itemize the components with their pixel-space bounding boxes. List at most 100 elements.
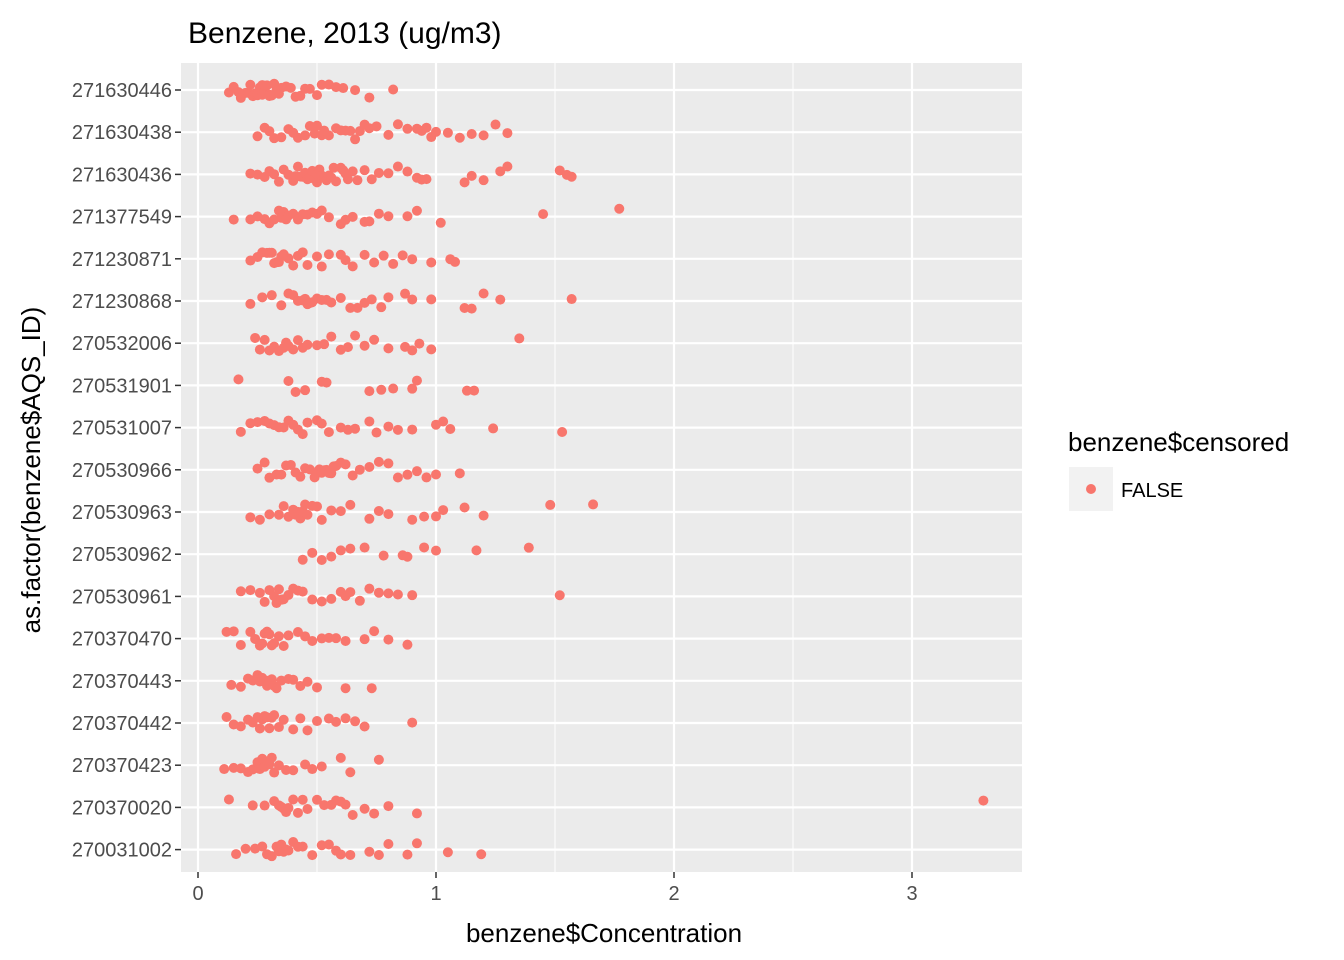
- data-point: [288, 344, 299, 355]
- data-point: [495, 166, 506, 177]
- data-point: [247, 800, 258, 811]
- data-point: [252, 131, 263, 142]
- y-tick-label: 270531007: [72, 418, 172, 440]
- data-point: [285, 459, 296, 470]
- y-tick-label: 271630446: [72, 80, 172, 102]
- data-point: [566, 294, 577, 305]
- data-point: [488, 423, 499, 434]
- data-point: [352, 302, 363, 313]
- data-point: [335, 545, 346, 556]
- data-point: [445, 423, 456, 434]
- data-point: [383, 634, 394, 645]
- data-point: [369, 257, 380, 268]
- x-tick-label: 0: [192, 883, 203, 905]
- data-point: [266, 851, 277, 862]
- data-point: [431, 126, 441, 137]
- data-point: [312, 794, 322, 805]
- data-point: [426, 294, 437, 305]
- data-point: [302, 509, 313, 520]
- data-point: [364, 416, 375, 427]
- data-point: [340, 255, 351, 266]
- data-point: [323, 130, 334, 141]
- data-point: [221, 711, 232, 722]
- data-point: [331, 633, 342, 644]
- data-point: [257, 292, 268, 303]
- data-point: [392, 161, 403, 172]
- data-point: [297, 586, 308, 597]
- data-point: [273, 722, 284, 733]
- data-point: [266, 290, 277, 301]
- data-point: [402, 849, 413, 860]
- data-point: [307, 850, 318, 861]
- x-axis-title: benzene$Concentration: [466, 918, 742, 948]
- data-point: [407, 717, 418, 728]
- data-point: [373, 167, 384, 178]
- data-point: [407, 383, 418, 394]
- data-point: [411, 808, 422, 819]
- data-point: [250, 332, 261, 343]
- data-point: [411, 838, 422, 849]
- y-tick-label: 270530962: [72, 544, 172, 566]
- data-point: [373, 850, 384, 861]
- data-point: [364, 92, 375, 103]
- data-point: [316, 633, 327, 644]
- y-tick-label: 270370442: [72, 713, 172, 735]
- data-point: [431, 469, 441, 480]
- data-point: [366, 174, 377, 185]
- data-point: [454, 132, 465, 143]
- data-point: [383, 292, 394, 303]
- y-axis-ticks: 271630446 271630438 271630436 271377549 2712…: [72, 80, 181, 862]
- data-point: [292, 161, 303, 172]
- data-point: [383, 343, 394, 354]
- data-point: [326, 297, 337, 308]
- data-point: [254, 723, 265, 734]
- data-point: [254, 587, 265, 598]
- data-point: [407, 514, 418, 525]
- y-tick-label: 270031002: [72, 840, 172, 862]
- data-point: [345, 125, 356, 136]
- data-point: [402, 123, 413, 134]
- data-point: [388, 383, 399, 394]
- data-point: [319, 800, 330, 811]
- data-point: [288, 724, 299, 735]
- data-point: [588, 499, 599, 510]
- data-point: [245, 512, 256, 523]
- data-point: [431, 511, 441, 522]
- data-point: [345, 499, 356, 510]
- y-tick-label: 270532006: [72, 333, 172, 355]
- data-point: [302, 259, 313, 270]
- data-point: [383, 458, 394, 469]
- data-point: [421, 472, 432, 483]
- data-point: [307, 764, 318, 775]
- data-point: [359, 634, 370, 645]
- data-point: [350, 716, 361, 727]
- x-tick-label: 3: [906, 883, 917, 905]
- data-point: [359, 721, 370, 732]
- data-point: [223, 794, 234, 805]
- data-point: [259, 334, 270, 345]
- data-point: [442, 127, 453, 138]
- y-tick-label: 270370470: [72, 629, 172, 651]
- data-point: [295, 713, 306, 724]
- data-point: [514, 333, 525, 344]
- data-point: [283, 253, 294, 264]
- data-point: [300, 759, 311, 770]
- data-point: [319, 339, 330, 350]
- data-point: [554, 590, 565, 601]
- data-point: [278, 640, 289, 651]
- x-tick-label: 2: [668, 883, 679, 905]
- data-point: [221, 626, 232, 637]
- data-point: [359, 165, 370, 176]
- data-point: [426, 257, 437, 268]
- x-tick-label: 1: [430, 883, 441, 905]
- data-point: [378, 250, 389, 261]
- data-point: [323, 249, 334, 260]
- data-point: [304, 120, 315, 131]
- data-point: [235, 426, 246, 437]
- data-point: [331, 176, 342, 187]
- data-point: [402, 551, 413, 562]
- data-point: [411, 375, 422, 386]
- data-point: [359, 249, 370, 260]
- data-point: [281, 764, 292, 775]
